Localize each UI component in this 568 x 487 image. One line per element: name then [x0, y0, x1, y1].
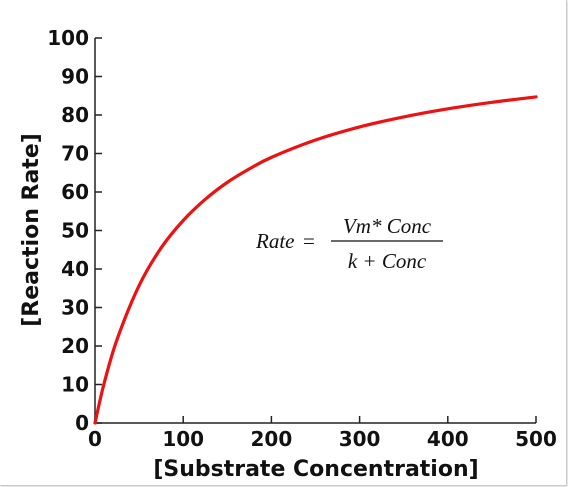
x-tick-label: 500	[515, 427, 557, 451]
y-tick-labels: 0 10 20 30 40 50 60 70 80 90 100	[47, 26, 89, 435]
formula-lhs: Rate	[255, 229, 294, 253]
formula-equals: =	[303, 229, 315, 253]
x-tick-label: 200	[251, 427, 293, 451]
x-tick-label: 100	[162, 427, 204, 451]
x-tick-label: 400	[427, 427, 469, 451]
y-tick-label: 70	[61, 142, 89, 166]
y-tick-label: 60	[61, 180, 89, 204]
y-tick-label: 90	[61, 65, 89, 89]
x-tick-label: 300	[339, 427, 381, 451]
rate-formula: Rate = Vm* Conc k + Conc	[255, 214, 443, 273]
y-axis-ticks	[95, 37, 102, 424]
y-tick-label: 0	[75, 411, 89, 435]
formula-denominator: k + Conc	[348, 249, 427, 273]
y-tick-label: 80	[61, 103, 89, 127]
y-tick-label: 30	[61, 296, 89, 320]
y-tick-label: 10	[61, 373, 89, 397]
y-axis-title: [Reaction Rate]	[19, 133, 44, 327]
x-axis-title: [Substrate Concentration]	[153, 457, 478, 482]
formula-numerator: Vm* Conc	[343, 214, 432, 238]
rate-curve	[93, 95, 538, 425]
y-tick-label: 100	[47, 26, 89, 50]
x-tick-label: 0	[88, 427, 102, 451]
y-tick-label: 50	[61, 219, 89, 243]
x-tick-labels: 0 100 200 300 400 500	[88, 427, 557, 451]
y-tick-label: 40	[61, 257, 89, 281]
y-tick-label: 20	[61, 334, 89, 358]
x-axis-ticks	[94, 416, 537, 423]
